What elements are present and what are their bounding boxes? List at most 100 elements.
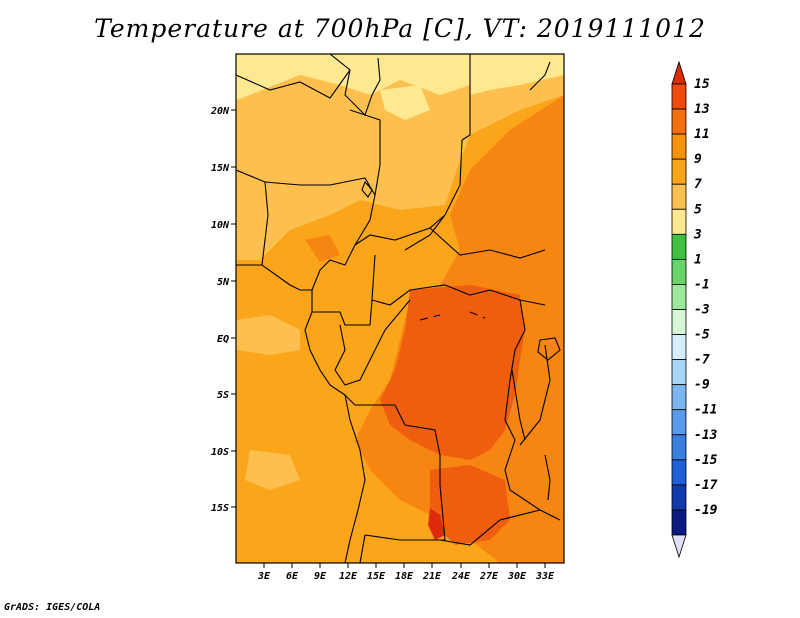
colorbar-label: -11 <box>694 403 717 418</box>
field-hot-spot <box>428 508 445 540</box>
lon-label: 27E <box>479 571 499 582</box>
border-mali-niger <box>236 69 351 99</box>
field-north-coolest <box>236 54 470 100</box>
border-sudan-ss <box>429 227 546 259</box>
border-cameroon-gabon <box>312 299 373 326</box>
lake-malawi <box>544 454 551 501</box>
border-zambia-east <box>504 439 561 521</box>
grads-credit: GrADS: IGES/COLA <box>4 602 101 613</box>
border-uganda-drc <box>504 299 526 441</box>
colorbar-box <box>671 384 687 411</box>
map-frame <box>235 53 565 564</box>
lat-label: EQ <box>217 334 229 345</box>
border-zambia-south <box>439 509 541 546</box>
border-tanzania <box>519 344 551 446</box>
field-south-hot <box>430 465 510 545</box>
colorbar-box <box>671 108 687 135</box>
colorbar-box <box>671 158 687 185</box>
lon-label: 30E <box>507 571 527 582</box>
congo-river-dash <box>419 311 486 321</box>
colorbar-box <box>671 509 687 536</box>
lon-label: 15E <box>367 571 386 582</box>
colorbar-box <box>671 258 687 285</box>
colorbar-label: 7 <box>694 177 702 192</box>
lat-label: 10S <box>211 447 229 458</box>
lon-label: 21E <box>422 571 442 582</box>
lat-label: 20N <box>210 106 230 117</box>
colorbar-box <box>671 409 687 436</box>
lat-label: 5S <box>217 390 229 401</box>
colorbar-label: -13 <box>694 428 718 443</box>
colorbar-box <box>671 459 687 486</box>
colorbar-label: 5 <box>694 202 702 217</box>
colorbar-box <box>671 83 687 110</box>
lat-label: 15N <box>211 163 230 174</box>
map-title: Temperature at 700hPa [C], VT: 201911101… <box>94 14 706 43</box>
colorbar-label: 13 <box>694 102 710 117</box>
field-ne-coolest <box>470 54 564 95</box>
colorbar-label: 11 <box>694 127 710 142</box>
colorbar-label: 3 <box>693 227 702 242</box>
lat-ticks <box>231 109 236 508</box>
lat-label: 15S <box>211 503 229 514</box>
border-angola-zambia <box>364 484 446 541</box>
colorbar-label: -19 <box>694 503 718 518</box>
lon-labels: 3E 6E 9E 12E 15E 18E 21E 24E 27E 30E 33E <box>257 571 555 582</box>
lat-label: 5N <box>217 277 230 288</box>
country-borders <box>236 54 561 563</box>
border-namibia <box>359 534 366 563</box>
lake-tanganyika <box>511 369 526 441</box>
temperature-field <box>236 54 564 563</box>
lon-label: 18E <box>395 571 414 582</box>
colorbar-label: -9 <box>694 378 710 393</box>
colorbar-box <box>671 484 687 511</box>
lon-label: 33E <box>535 571 555 582</box>
colorbar-label: -7 <box>694 353 710 368</box>
lon-label: 12E <box>339 571 358 582</box>
colorbar-box <box>671 133 687 160</box>
colorbar-label: -17 <box>694 478 718 493</box>
lat-labels: 20N 15N 10N 5N EQ 5S 10S 15S <box>210 106 230 514</box>
field-west-patch-2 <box>245 450 300 490</box>
border-niger-nigeria <box>236 169 376 196</box>
lon-label: 24E <box>451 571 471 582</box>
field-cool-patch-1 <box>380 85 430 120</box>
border-chad-car <box>354 214 446 246</box>
colorbar-box <box>671 183 687 210</box>
colorbar-box <box>671 233 687 260</box>
colorbar-box <box>671 208 687 235</box>
field-north-cool <box>236 54 564 260</box>
colorbar-box <box>671 309 687 335</box>
lake-chad <box>361 180 373 198</box>
field-congo-hot <box>380 285 525 460</box>
field-warm-nigeria <box>305 235 340 262</box>
colorbar-top-arrow <box>671 60 687 85</box>
red-sea-coast <box>529 61 551 91</box>
colorbar-box <box>671 284 687 310</box>
colorbar-label: -5 <box>694 328 710 343</box>
lon-ticks <box>263 563 546 568</box>
colorbar-box <box>671 434 687 461</box>
colorbar-label: -3 <box>694 303 710 318</box>
lon-label: 3E <box>257 571 271 582</box>
border-niger-chad <box>349 109 381 196</box>
colorbar-box <box>671 359 687 386</box>
lat-label: 10N <box>211 220 230 231</box>
border-nigeria-cameroon <box>311 194 376 291</box>
lake-victoria <box>537 337 561 361</box>
lon-label: 6E <box>286 571 299 582</box>
lon-label: 9E <box>314 571 327 582</box>
coastline-west <box>236 264 366 563</box>
colorbar-bottom-arrow <box>671 534 687 559</box>
border-congo <box>334 299 411 386</box>
border-drc-angola <box>344 394 441 485</box>
colorbar-label: -15 <box>694 453 718 468</box>
colorbar-label: 15 <box>694 77 710 92</box>
colorbar-label: -1 <box>694 277 710 292</box>
border-libya-egypt <box>461 54 471 141</box>
border-benin-nigeria <box>261 181 269 266</box>
colorbar-label: 9 <box>694 152 702 167</box>
colorbar-box <box>671 334 687 361</box>
field-west-patch <box>236 315 300 355</box>
